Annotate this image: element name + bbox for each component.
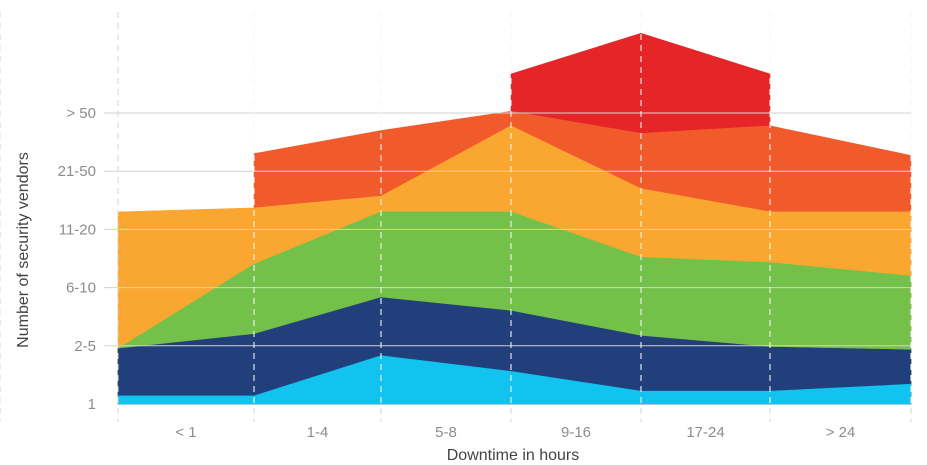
y-tick-label: > 50 bbox=[66, 105, 96, 122]
y-tick-label: 21-50 bbox=[58, 163, 96, 180]
x-tick-label: 17-24 bbox=[686, 424, 724, 441]
x-tick-label: 1-4 bbox=[307, 424, 329, 441]
y-tick-label: 6-10 bbox=[66, 280, 96, 297]
y-tick-label: 1 bbox=[88, 396, 96, 413]
horizontal-gridlines bbox=[104, 112, 911, 347]
area-series-1 bbox=[117, 355, 912, 405]
x-tick-label: < 1 bbox=[175, 424, 196, 441]
x-tick-label: 5-8 bbox=[435, 424, 457, 441]
y-axis-title: Number of security vendors bbox=[15, 152, 32, 348]
vertical-gridlines bbox=[0, 12, 912, 422]
y-tick-label: 11-20 bbox=[59, 221, 96, 238]
x-tick-label: > 24 bbox=[826, 424, 856, 441]
x-tick-label: 9-16 bbox=[561, 424, 591, 441]
x-axis-ticks: < 1 1-4 5-8 9-16 17-24 > 24 bbox=[175, 424, 855, 441]
area-layer bbox=[117, 33, 912, 405]
y-tick-label: 2-5 bbox=[74, 338, 96, 355]
x-axis-title: Downtime in hours bbox=[447, 447, 580, 464]
y-axis-ticks: 1 2-5 6-10 11-20 21-50 > 50 bbox=[58, 105, 96, 413]
